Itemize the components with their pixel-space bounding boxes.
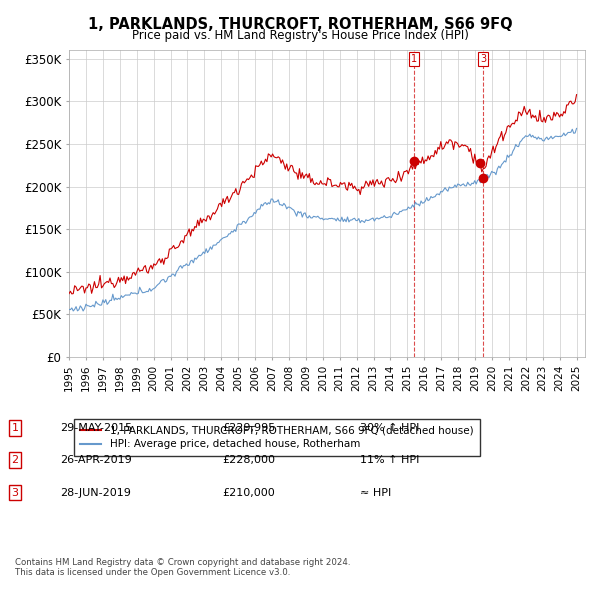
Text: 1, PARKLANDS, THURCROFT, ROTHERHAM, S66 9FQ: 1, PARKLANDS, THURCROFT, ROTHERHAM, S66 …	[88, 17, 512, 31]
Text: 29-MAY-2015: 29-MAY-2015	[60, 423, 132, 432]
Text: 30% ↑ HPI: 30% ↑ HPI	[360, 423, 419, 432]
Legend: 1, PARKLANDS, THURCROFT, ROTHERHAM, S66 9FQ (detached house), HPI: Average price: 1, PARKLANDS, THURCROFT, ROTHERHAM, S66 …	[74, 419, 479, 455]
Text: £228,000: £228,000	[222, 455, 275, 465]
Text: 3: 3	[11, 488, 19, 497]
Text: £229,995: £229,995	[222, 423, 275, 432]
Text: ≈ HPI: ≈ HPI	[360, 488, 391, 497]
Text: £210,000: £210,000	[222, 488, 275, 497]
Text: 28-JUN-2019: 28-JUN-2019	[60, 488, 131, 497]
Text: 3: 3	[480, 54, 487, 64]
Text: 1: 1	[411, 54, 418, 64]
Text: Price paid vs. HM Land Registry's House Price Index (HPI): Price paid vs. HM Land Registry's House …	[131, 30, 469, 42]
Text: 1: 1	[11, 423, 19, 432]
Text: 11% ↑ HPI: 11% ↑ HPI	[360, 455, 419, 465]
Text: Contains HM Land Registry data © Crown copyright and database right 2024.
This d: Contains HM Land Registry data © Crown c…	[15, 558, 350, 577]
Text: 2: 2	[11, 455, 19, 465]
Text: 26-APR-2019: 26-APR-2019	[60, 455, 132, 465]
